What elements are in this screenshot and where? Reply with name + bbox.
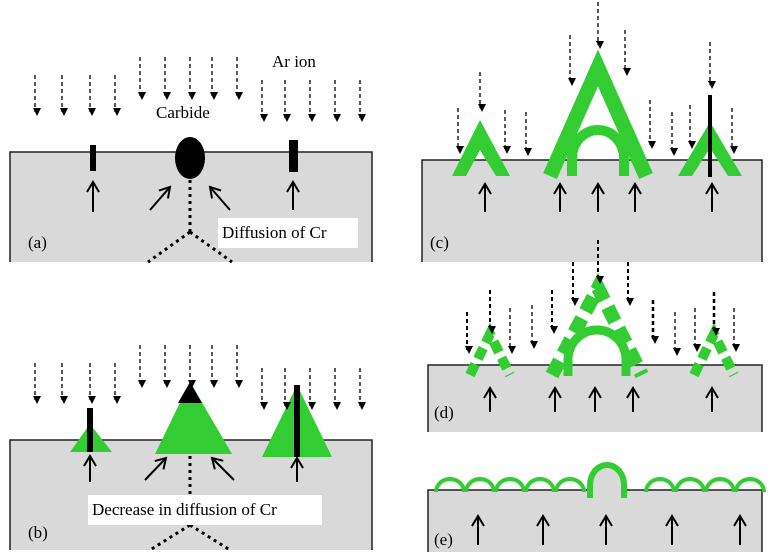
diffusion-label: Diffusion of Cr	[222, 223, 327, 242]
panel-label: (d)	[434, 403, 454, 422]
decrease-label: Decrease in diffusion of Cr	[92, 500, 277, 519]
carbide	[175, 137, 205, 179]
cr-bar	[294, 385, 300, 457]
panel-label: (a)	[28, 233, 47, 252]
carbide-label: Carbide	[156, 103, 210, 122]
ar-ion-label: Ar ion	[272, 52, 316, 71]
cr-bar	[708, 95, 712, 177]
cr-bar	[90, 145, 96, 171]
diagram: Ar ion Carbide Diffusion of Cr Decrease …	[0, 0, 772, 554]
cr-bar	[289, 140, 298, 172]
cr-bar	[87, 408, 93, 452]
surfaces	[10, 152, 762, 552]
panel-label: (c)	[430, 233, 449, 252]
panel-label: (e)	[434, 530, 453, 549]
panel-label: (b)	[28, 523, 48, 542]
carbide-tip	[178, 382, 202, 403]
